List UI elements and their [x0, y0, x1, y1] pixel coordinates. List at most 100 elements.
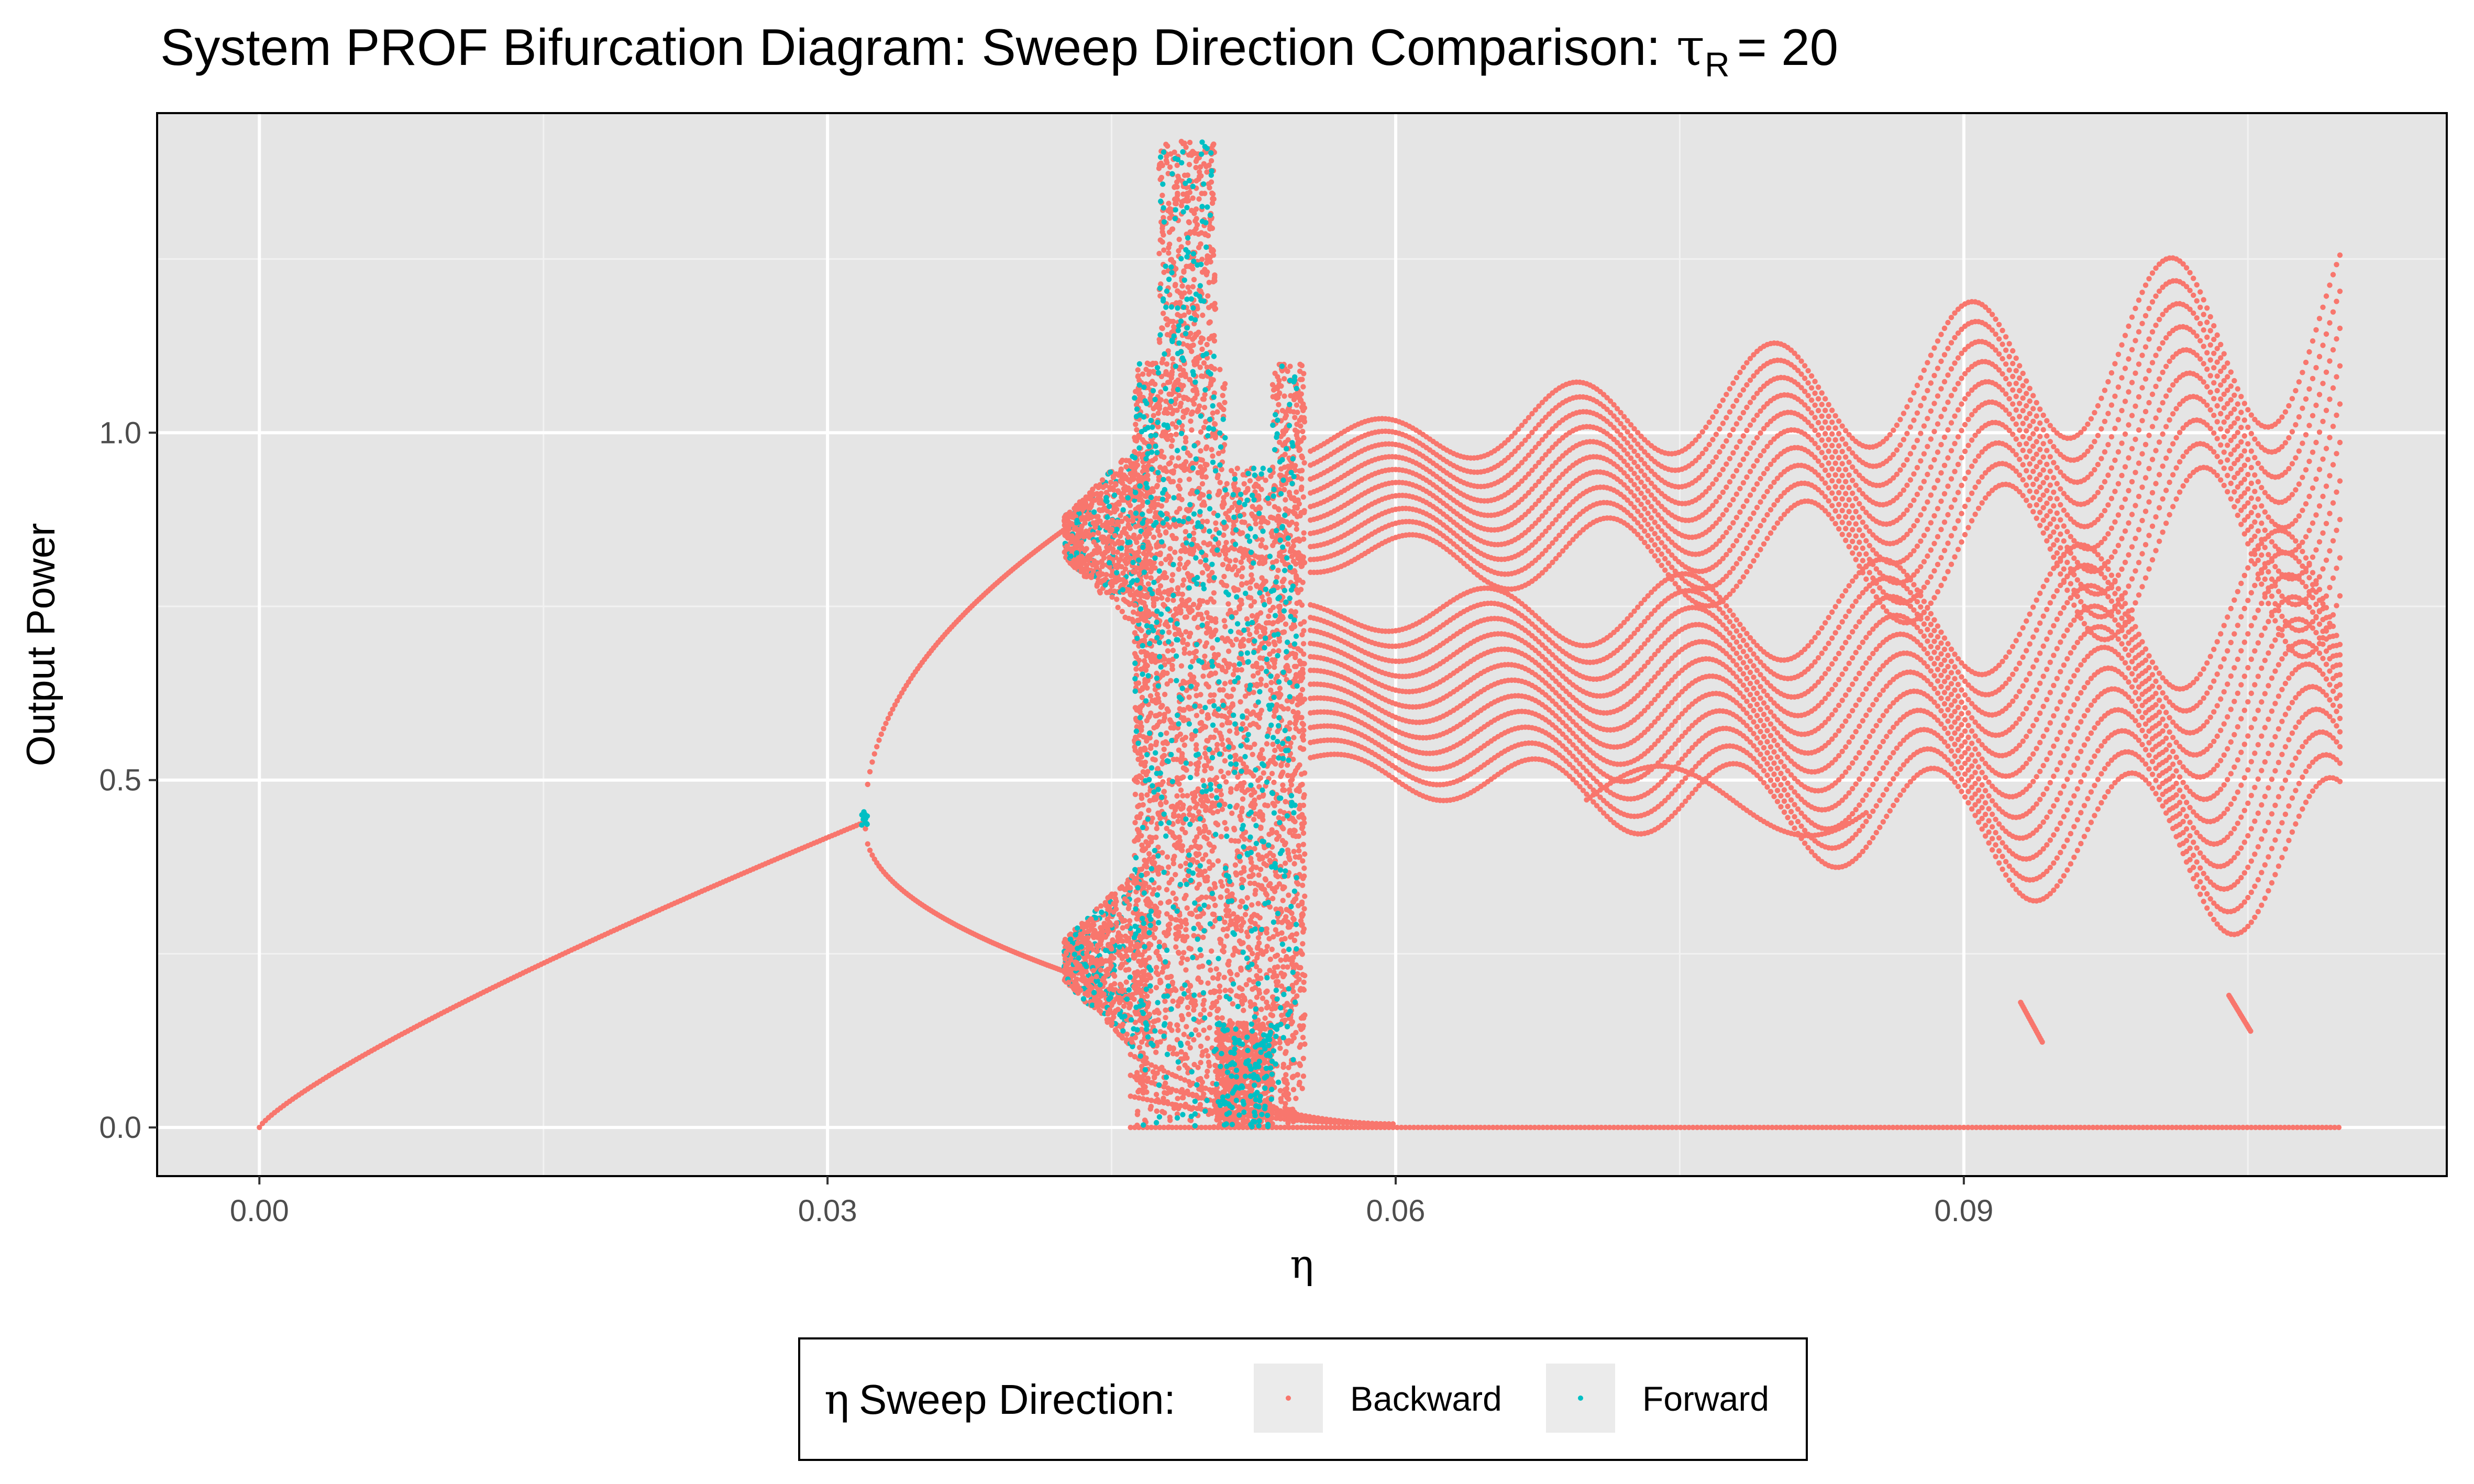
- point-backward: [1211, 896, 1217, 902]
- point-backward: [1219, 1015, 1225, 1021]
- point-backward: [1221, 406, 1227, 413]
- point-backward: [1238, 941, 1244, 947]
- point-backward: [1178, 244, 1184, 250]
- point-backward: [1212, 421, 1218, 427]
- point-backward: [1258, 519, 1264, 525]
- point-backward: [1270, 741, 1276, 747]
- point-backward: [1283, 799, 1288, 805]
- point-chaotic: [1120, 577, 1126, 583]
- point-backward: [1132, 791, 1139, 798]
- point-chaotic: [1094, 491, 1100, 496]
- point-backward: [1264, 741, 1270, 747]
- point-backward: [1302, 851, 1308, 857]
- point-backward: [1164, 361, 1170, 367]
- point-backward: [1275, 979, 1281, 985]
- point-chaotic: [1103, 483, 1109, 489]
- point-backward: [1173, 396, 1179, 402]
- point-backward: [1199, 191, 1205, 196]
- point-backward: [1222, 758, 1228, 764]
- point-backward: [1279, 937, 1285, 943]
- point-backward: [1153, 1092, 1159, 1098]
- point-backward: [1176, 237, 1182, 242]
- point-backward: [1203, 894, 1209, 900]
- point-backward: [1301, 536, 1307, 542]
- point-backward: [1211, 141, 1217, 147]
- point-chaotic: [1101, 921, 1107, 926]
- point-backward: [1159, 192, 1165, 198]
- point-backward: [1211, 590, 1217, 596]
- point-backward: [1189, 348, 1195, 355]
- point-backward: [1243, 490, 1249, 495]
- point-backward: [1240, 530, 1245, 536]
- point-backward: [1198, 953, 1204, 959]
- point-chaotic: [1120, 918, 1125, 924]
- point-backward: [1260, 995, 1266, 1001]
- point-backward: [1264, 988, 1270, 994]
- point-backward: [1164, 730, 1169, 736]
- point-chaotic: [1074, 940, 1080, 947]
- point-chaotic: [1131, 532, 1137, 538]
- point-backward: [1301, 1015, 1307, 1021]
- point-backward: [1204, 1073, 1210, 1079]
- point-backward: [1276, 378, 1282, 383]
- point-backward: [1165, 708, 1171, 714]
- point-backward: [1181, 467, 1187, 473]
- point-backward: [1179, 737, 1185, 743]
- point-backward: [1178, 610, 1184, 616]
- point-backward: [1258, 1006, 1264, 1012]
- point-backward: [1289, 519, 1295, 525]
- point-chaotic: [1091, 509, 1097, 515]
- point-backward: [1186, 263, 1192, 269]
- point-backward: [1252, 891, 1258, 897]
- point-backward: [1208, 766, 1214, 771]
- point-backward: [1299, 1086, 1305, 1091]
- point-backward: [1302, 893, 1308, 899]
- point-backward: [1179, 955, 1185, 961]
- point-backward: [1166, 391, 1172, 397]
- point-backward: [890, 706, 896, 712]
- point-backward: [1248, 770, 1254, 776]
- point-backward: [1191, 679, 1197, 685]
- series-backward-points: [257, 139, 2343, 1131]
- point-backward: [1209, 447, 1214, 452]
- point-backward: [1132, 819, 1138, 826]
- point-backward: [1170, 890, 1176, 896]
- point-backward: [1302, 972, 1308, 979]
- point-backward: [1201, 763, 1208, 769]
- point-backward: [1206, 305, 1212, 311]
- point-backward: [1152, 935, 1157, 941]
- point-chaotic: [1120, 507, 1126, 513]
- point-backward: [1225, 770, 1231, 776]
- point-backward: [1233, 752, 1239, 758]
- point-backward: [1159, 1109, 1165, 1114]
- point-chaotic: [1119, 518, 1125, 524]
- point-backward: [1139, 988, 1145, 993]
- point-backward: [1198, 288, 1203, 294]
- point-chaotic: [1096, 1007, 1102, 1013]
- point-backward: [1180, 141, 1186, 147]
- point-backward: [1158, 174, 1165, 181]
- point-backward: [1275, 568, 1281, 573]
- point-backward: [1214, 741, 1220, 748]
- point-backward: [1177, 486, 1183, 492]
- point-backward: [1201, 425, 1207, 430]
- point-backward: [1199, 481, 1206, 487]
- point-backward: [1142, 604, 1148, 610]
- point-backward: [1299, 686, 1306, 693]
- point-backward: [1183, 629, 1189, 635]
- point-backward: [1250, 577, 1255, 583]
- point-backward: [1290, 757, 1296, 762]
- point-backward: [1173, 463, 1179, 469]
- point-backward: [1211, 711, 1217, 717]
- point-backward: [1196, 1032, 1202, 1038]
- point-backward: [1222, 988, 1228, 993]
- point-backward: [1175, 1095, 1180, 1101]
- point-backward: [1166, 629, 1172, 635]
- point-chaotic: [1117, 533, 1123, 539]
- point-backward: [1295, 1072, 1300, 1078]
- point-backward: [1177, 556, 1183, 562]
- point-backward: [1181, 950, 1187, 956]
- point-backward: [1184, 793, 1190, 799]
- point-backward: [1178, 203, 1185, 208]
